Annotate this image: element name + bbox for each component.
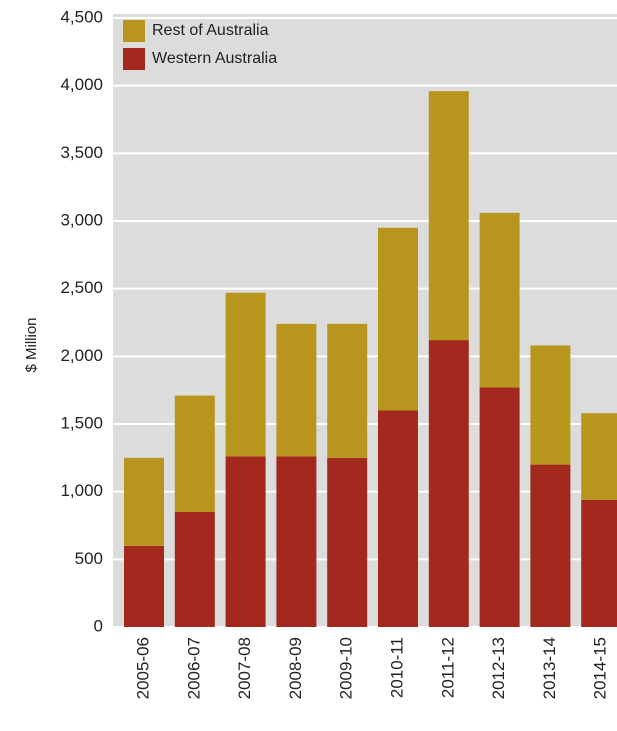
y-tick-label: 3,500: [60, 143, 103, 162]
bar-segment: [378, 227, 418, 411]
y-axis-label: $ Million: [23, 317, 40, 372]
bar-segment: [530, 345, 571, 465]
bar-segment: [225, 292, 266, 457]
x-tick-label: 2006-07: [184, 637, 203, 699]
y-tick-label: 500: [75, 549, 103, 568]
legend-swatch: [123, 48, 145, 70]
x-tick-label: 2012-13: [489, 637, 508, 699]
y-tick-label: 4,500: [60, 7, 103, 26]
bar-segment: [479, 387, 520, 627]
x-tick-label: 2013-14: [540, 637, 559, 699]
x-tick-label: 2011-12: [438, 637, 457, 698]
bar-segment: [428, 340, 469, 627]
y-tick-label: 1,500: [60, 413, 103, 432]
bar-segment: [174, 395, 215, 512]
bar-segment: [428, 91, 469, 341]
bar-segment: [124, 457, 164, 546]
bar-segment: [276, 323, 317, 457]
y-tick-label: 1,000: [60, 481, 103, 500]
legend-swatch: [123, 20, 145, 42]
y-tick-label: 2,500: [60, 278, 103, 297]
bar-segment: [276, 456, 317, 627]
x-tick-label: 2009-10: [337, 637, 356, 699]
x-tick-label: 2007-08: [235, 637, 254, 699]
y-tick-label: 4,000: [60, 75, 103, 94]
y-tick-label: 3,000: [60, 210, 103, 229]
bar-segment: [581, 413, 617, 500]
x-tick-label: 2008-09: [286, 637, 305, 699]
y-tick-label: 2,000: [60, 346, 103, 365]
bar-segment: [581, 499, 617, 627]
legend-label: Rest of Australia: [152, 22, 269, 39]
bar-segment: [378, 410, 418, 627]
bar-segment: [530, 464, 571, 627]
x-tick-label: 2010-11: [387, 637, 406, 698]
x-tick-label: 2014-15: [591, 637, 610, 699]
bar-segment: [174, 511, 215, 627]
bar-segment: [327, 457, 368, 627]
x-tick-label: 2005-06: [133, 637, 152, 699]
bar-segment: [225, 456, 266, 627]
legend-label: Western Australia: [152, 50, 277, 67]
bar-segment: [327, 323, 368, 458]
bar-segment: [479, 212, 520, 388]
bar-segment: [124, 545, 164, 627]
y-tick-label: 0: [94, 616, 103, 635]
